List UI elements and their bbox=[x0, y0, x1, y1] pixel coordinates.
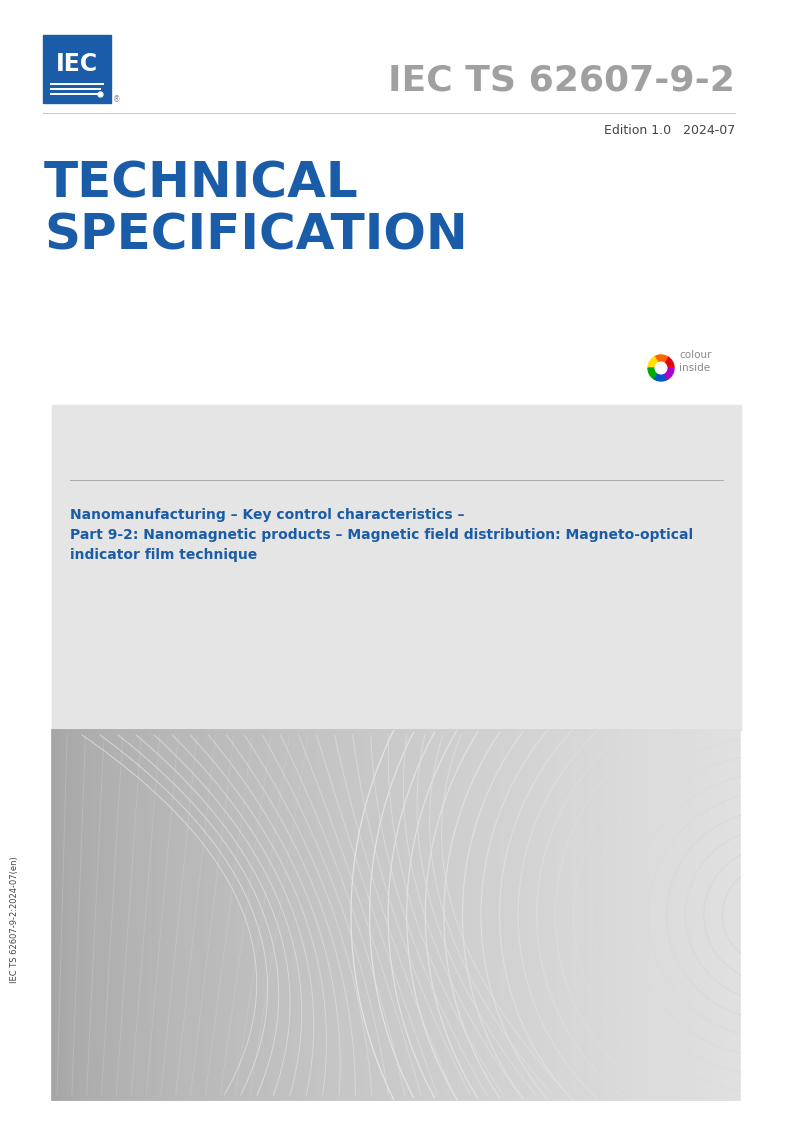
Text: ®: ® bbox=[113, 95, 121, 104]
Wedge shape bbox=[661, 357, 674, 368]
Text: Nanomanufacturing – Key control characteristics –: Nanomanufacturing – Key control characte… bbox=[70, 508, 465, 522]
Wedge shape bbox=[654, 368, 668, 381]
Bar bbox=[52, 405, 741, 730]
Wedge shape bbox=[648, 368, 661, 379]
Text: IEC TS 62607-9-2:2024-07(en): IEC TS 62607-9-2:2024-07(en) bbox=[10, 856, 20, 983]
Wedge shape bbox=[648, 357, 661, 368]
Text: SPECIFICATION: SPECIFICATION bbox=[44, 211, 468, 259]
Text: Part 9-2: Nanomagnetic products – Magnetic field distribution: Magneto-optical: Part 9-2: Nanomagnetic products – Magnet… bbox=[70, 528, 693, 542]
Text: Edition 1.0   2024-07: Edition 1.0 2024-07 bbox=[603, 123, 735, 137]
Text: indicator film technique: indicator film technique bbox=[70, 548, 257, 562]
Wedge shape bbox=[654, 355, 668, 368]
Wedge shape bbox=[661, 368, 674, 379]
Circle shape bbox=[655, 362, 667, 374]
Text: IEC TS 62607-9-2: IEC TS 62607-9-2 bbox=[388, 63, 735, 96]
Text: TECHNICAL: TECHNICAL bbox=[44, 159, 358, 206]
Text: IEC: IEC bbox=[56, 52, 98, 75]
Bar bbox=[43, 35, 111, 103]
Text: colour
inside: colour inside bbox=[679, 350, 711, 374]
